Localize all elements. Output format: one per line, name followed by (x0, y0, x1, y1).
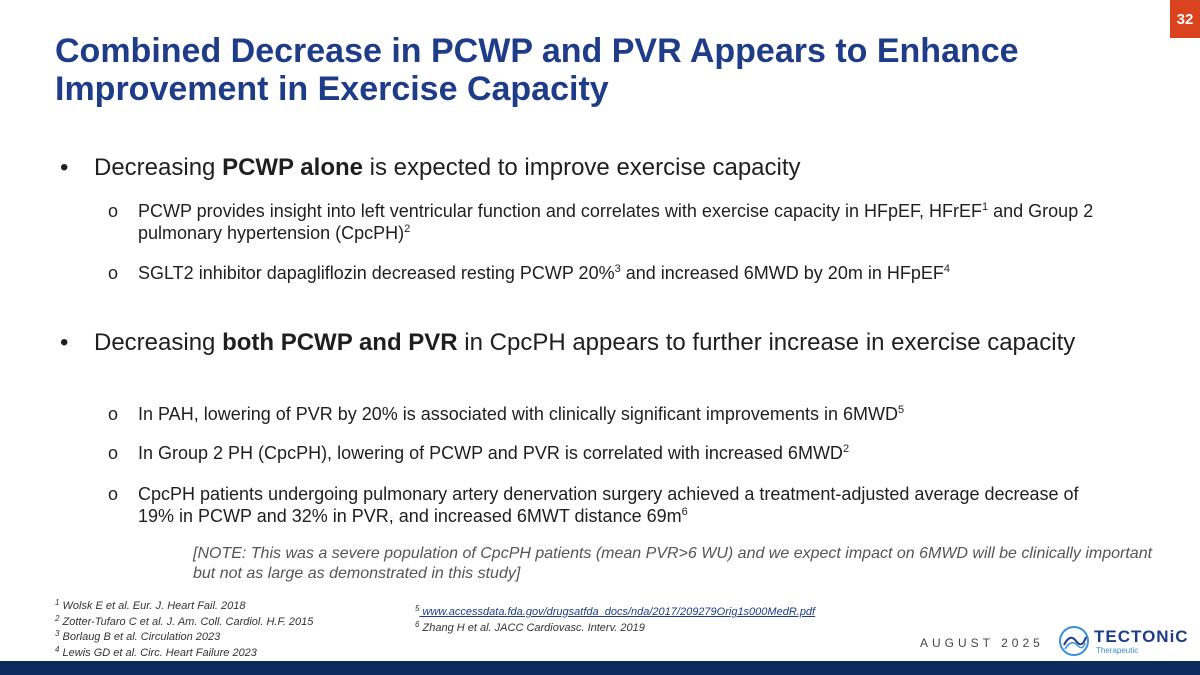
reference-item: 1 Wolsk E et al. Eur. J. Heart Fail. 201… (55, 598, 246, 613)
slide-title-line-1: Combined Decrease in PCWP and PVR Appear… (55, 32, 1019, 70)
reference-link[interactable]: 5 www.accessdata.fda.gov/drugsatfda_docs… (415, 604, 816, 619)
references-right: 5 www.accessdata.fda.gov/drugsatfda_docs… (415, 605, 815, 636)
logo-wordmark: TECTONiC (1094, 627, 1189, 646)
bullet-text: Decreasing PCWP alone is expected to imp… (94, 154, 801, 181)
study-note: [NOTE: This was a severe population of C… (193, 545, 1153, 582)
footer-bar (0, 661, 1200, 675)
reference-item: 3 Borlaug B et al. Circulation 2023 (55, 629, 221, 644)
logo-subtitle: Therapeutic (1096, 646, 1139, 655)
tectonic-logo-icon (1059, 626, 1089, 656)
bullet-dot: • (60, 329, 69, 356)
bullet-dot: • (60, 154, 69, 181)
page-number-badge: 32 (1170, 0, 1200, 38)
reference-item: 4 Lewis GD et al. Circ. Heart Failure 20… (55, 644, 257, 659)
bullet-text: Decreasing both PCWP and PVR in CpcPH ap… (94, 329, 1076, 356)
company-logo: TECTONiC Therapeutic (1058, 625, 1188, 657)
references-left: 1 Wolsk E et al. Eur. J. Heart Fail. 201… (55, 599, 313, 661)
slide-title: Combined Decrease in PCWP and PVR Appear… (55, 32, 1135, 108)
presentation-date: AUGUST 2025 (920, 636, 1044, 650)
reference-item: 2 Zotter-Tufaro C et al. J. Am. Coll. Ca… (55, 613, 314, 628)
reference-item: 6 Zhang H et al. JACC Cardiovasc. Interv… (415, 619, 645, 634)
slide-title-line-2: Improvement in Exercise Capacity (55, 70, 609, 108)
